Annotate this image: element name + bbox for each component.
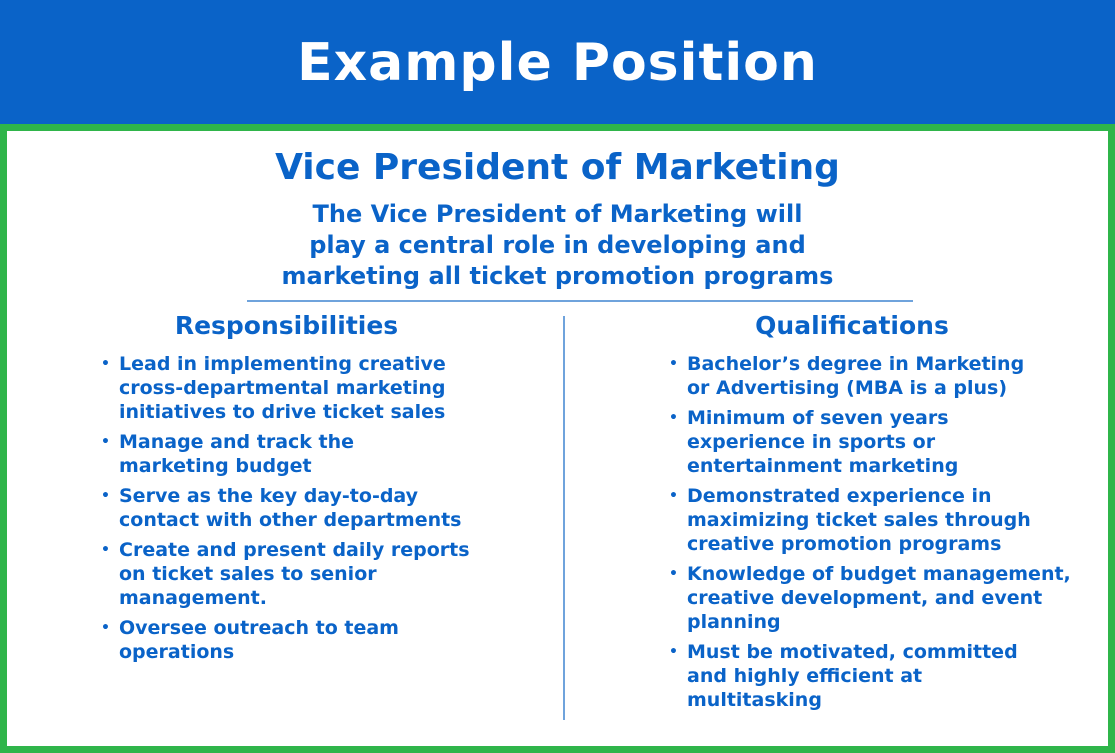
header-banner: Example Position <box>0 0 1115 124</box>
list-item: • Minimum of seven years experience in sp… <box>667 406 1087 478</box>
qualifications-list: • Bachelor’s degree in Marketing or Adver… <box>667 352 1087 712</box>
list-item: • Knowledge of budget management, creativ… <box>667 562 1087 634</box>
list-item-text: Knowledge of budget management, creative… <box>687 563 1071 633</box>
list-item-text: Serve as the key day-to-day contact with… <box>119 485 462 531</box>
list-item-text: Demonstrated experience in maximizing ti… <box>687 485 1031 555</box>
list-item-text: Manage and track the marketing budget <box>119 431 355 477</box>
list-item-text: Minimum of seven years experience in spo… <box>687 407 959 477</box>
content-frame <box>0 124 1115 753</box>
qualifications-column: Qualifications • Bachelor’s degree in Mar… <box>667 311 1087 718</box>
list-item-text: Oversee outreach to team operations <box>119 617 399 663</box>
list-item: • Manage and track the marketing budget <box>99 430 479 478</box>
list-item-text: Bachelor’s degree in Marketing or Advert… <box>687 353 1025 399</box>
bullet-icon: • <box>101 488 110 504</box>
horizontal-divider <box>247 300 913 302</box>
bullet-icon: • <box>101 434 110 450</box>
bullet-icon: • <box>101 620 110 636</box>
position-title: Vice President of Marketing <box>275 147 840 188</box>
page-title: Example Position <box>297 33 818 93</box>
responsibilities-heading: Responsibilities <box>174 311 399 340</box>
list-item: • Demonstrated experience in maximizing t… <box>667 484 1087 556</box>
bullet-icon: • <box>101 356 110 372</box>
position-card: Vice President of Marketing The Vice Pre… <box>7 131 1108 746</box>
bullet-icon: • <box>101 542 110 558</box>
list-item-text: Lead in implementing creative cross-depa… <box>119 353 446 423</box>
list-item-text: Create and present daily reports on tick… <box>119 539 470 609</box>
responsibilities-column: Responsibilities • Lead in implementing c… <box>99 311 479 670</box>
qualifications-heading: Qualifications <box>755 311 949 340</box>
bullet-icon: • <box>669 566 678 582</box>
bullet-icon: • <box>669 488 678 504</box>
list-item: • Bachelor’s degree in Marketing or Adver… <box>667 352 1087 400</box>
list-item: • Serve as the key day-to-day contact wit… <box>99 484 479 532</box>
vertical-divider <box>563 316 565 720</box>
bullet-icon: • <box>669 356 678 372</box>
list-item: • Oversee outreach to team operations <box>99 616 479 664</box>
list-item: • Lead in implementing creative cross-dep… <box>99 352 479 424</box>
list-item-text: Must be motivated, committed and highly … <box>687 641 1018 711</box>
bullet-icon: • <box>669 644 678 660</box>
bullet-icon: • <box>669 410 678 426</box>
list-item: • Must be motivated, committed and highly… <box>667 640 1087 712</box>
position-summary: The Vice President of Marketing will pla… <box>281 200 834 290</box>
responsibilities-list: • Lead in implementing creative cross-dep… <box>99 352 479 664</box>
list-item: • Create and present daily reports on tic… <box>99 538 479 610</box>
